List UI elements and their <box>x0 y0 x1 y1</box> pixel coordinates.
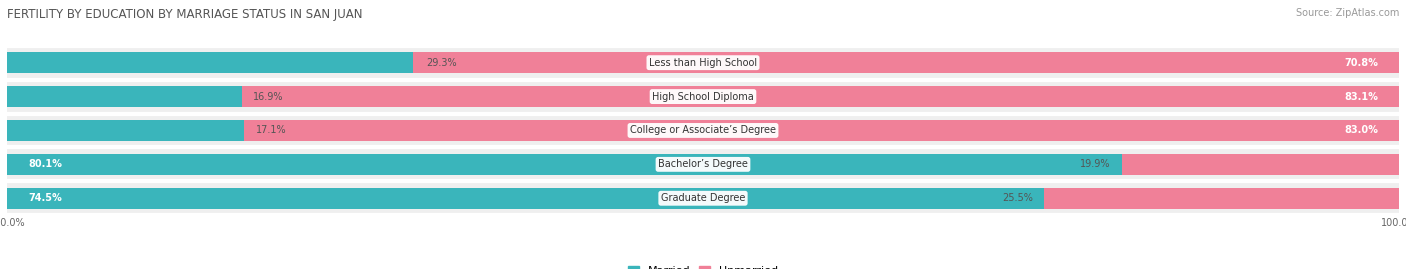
Text: High School Diploma: High School Diploma <box>652 91 754 102</box>
Text: Bachelor’s Degree: Bachelor’s Degree <box>658 159 748 169</box>
Text: 83.1%: 83.1% <box>1344 91 1378 102</box>
Text: 17.1%: 17.1% <box>256 125 287 136</box>
Bar <box>7 80 1399 114</box>
Bar <box>7 120 245 141</box>
Bar <box>413 52 1399 73</box>
Text: 16.9%: 16.9% <box>253 91 284 102</box>
Bar <box>7 46 1399 80</box>
Text: 29.3%: 29.3% <box>426 58 457 68</box>
Bar <box>7 52 415 73</box>
Text: 74.5%: 74.5% <box>28 193 62 203</box>
Bar <box>1122 154 1399 175</box>
Text: 19.9%: 19.9% <box>1080 159 1111 169</box>
Bar <box>243 120 1399 141</box>
Text: Graduate Degree: Graduate Degree <box>661 193 745 203</box>
Bar <box>7 86 242 107</box>
Bar <box>7 114 1399 147</box>
Text: 80.1%: 80.1% <box>28 159 62 169</box>
Text: 70.8%: 70.8% <box>1344 58 1378 68</box>
Text: 83.0%: 83.0% <box>1344 125 1378 136</box>
Text: 25.5%: 25.5% <box>1002 193 1033 203</box>
Legend: Married, Unmarried: Married, Unmarried <box>623 261 783 269</box>
Bar <box>7 181 1399 215</box>
Bar <box>7 154 1122 175</box>
Text: Less than High School: Less than High School <box>650 58 756 68</box>
Bar <box>1045 188 1399 209</box>
Text: FERTILITY BY EDUCATION BY MARRIAGE STATUS IN SAN JUAN: FERTILITY BY EDUCATION BY MARRIAGE STATU… <box>7 8 363 21</box>
Text: College or Associate’s Degree: College or Associate’s Degree <box>630 125 776 136</box>
Bar <box>7 147 1399 181</box>
Bar <box>7 188 1045 209</box>
Bar <box>242 86 1399 107</box>
Text: Source: ZipAtlas.com: Source: ZipAtlas.com <box>1295 8 1399 18</box>
